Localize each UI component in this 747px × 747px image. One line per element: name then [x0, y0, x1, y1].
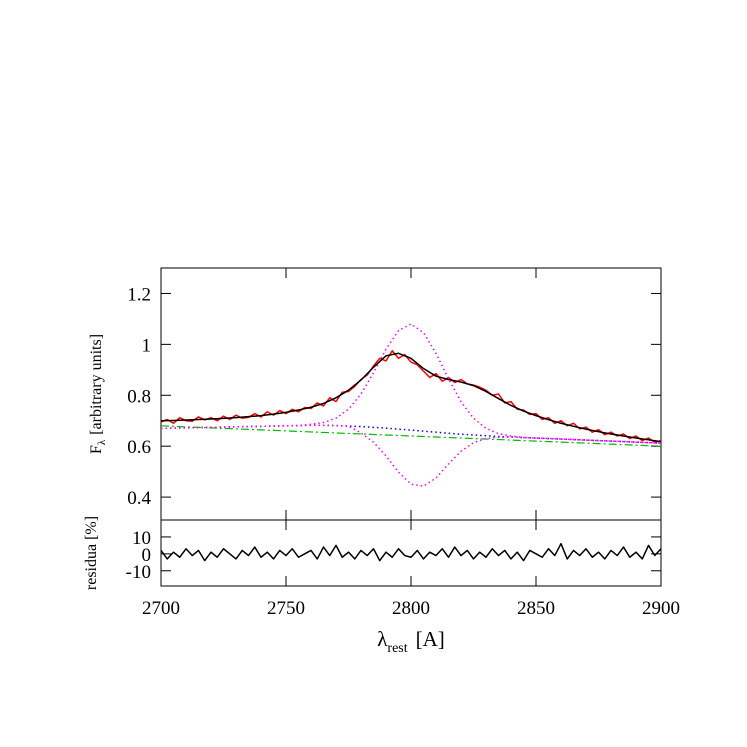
y-label-main: F: [88, 445, 105, 454]
y-tick-label: -10: [126, 562, 151, 583]
series-line: [160, 424, 662, 487]
y-tick-label: 0.4: [127, 488, 151, 509]
y-axis-label: residua [%]: [83, 516, 100, 590]
x-axis-label: λrest [A]: [377, 627, 445, 656]
y-tick-label: 10: [132, 528, 151, 549]
series-line: [160, 352, 662, 443]
y-tick-label: 1: [142, 335, 152, 356]
x-tick-label: 2750: [267, 598, 305, 619]
x-label-rest: [A]: [416, 627, 445, 651]
top-frame: [160, 267, 662, 521]
x-tick-label: 2900: [642, 598, 680, 619]
x-tick-label: 2850: [517, 598, 555, 619]
series-line: [160, 542, 662, 562]
x-label-main: λ: [377, 627, 388, 651]
y-tick-label: 0.8: [127, 386, 151, 407]
x-tick-label: 2700: [142, 598, 180, 619]
series-line: [160, 425, 662, 447]
x-label-sub: rest: [387, 641, 407, 656]
y-label-sub: λ: [96, 439, 108, 445]
y-tick-label: 1.2: [127, 284, 151, 305]
y-label-rest: [arbitrary units]: [88, 334, 105, 435]
y-axis-label: Fλ [arbitrary units]: [88, 334, 108, 454]
y-tick-label: 0: [142, 545, 152, 566]
series-line: [160, 323, 662, 444]
x-tick-label: 2800: [392, 598, 430, 619]
y-tick-label: 0.6: [127, 437, 151, 458]
